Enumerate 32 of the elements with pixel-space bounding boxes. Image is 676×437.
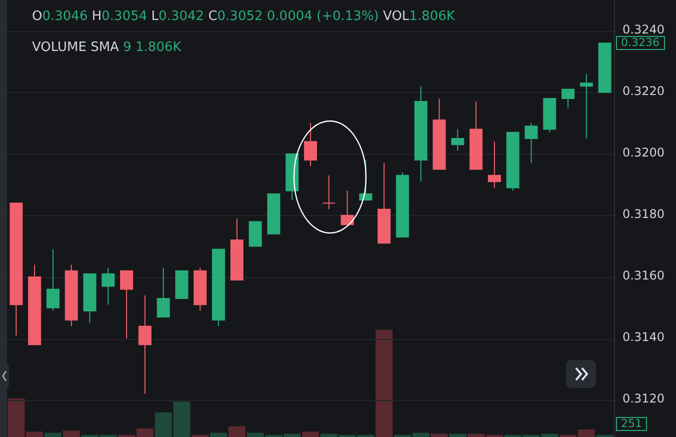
text: 251 [616, 417, 647, 431]
candlestick [156, 267, 170, 318]
candlestick [340, 190, 354, 226]
bar [62, 430, 80, 437]
candlestick [120, 270, 134, 340]
candlestick [524, 122, 538, 164]
candlestick [488, 141, 501, 188]
candlestick [580, 73, 593, 139]
bar [302, 432, 319, 437]
y-tick-label: 0.3140 [622, 330, 664, 344]
bar [376, 330, 393, 437]
text: VOLUME SMA 9 1.806K [32, 40, 182, 55]
y-tick-label: 0.3160 [622, 268, 664, 282]
text: 0.3236 [616, 36, 664, 50]
bar [210, 432, 228, 437]
bar [44, 432, 62, 437]
y-tick-label: 0.3220 [622, 84, 664, 98]
y-tick-label: 0.3180 [622, 206, 664, 221]
bar [430, 434, 448, 437]
candlestick [46, 248, 60, 312]
candlestick [322, 174, 336, 210]
candlestick [102, 267, 115, 306]
candlestick [138, 294, 152, 394]
bar [228, 426, 246, 437]
y-tick-label: 0.3200 [622, 145, 664, 160]
chart-title: O0.3046 H0.3054 L0.3042 C0.3052 0.0004 (+0.13%) VOL1.806K [32, 9, 455, 24]
bar [449, 434, 466, 437]
candlestick [304, 122, 317, 167]
y-tick-label: 0.3240 [622, 22, 664, 36]
candlestick [562, 88, 575, 108]
candlestick [451, 128, 464, 152]
y-tick-label: 0.3120 [622, 392, 664, 406]
